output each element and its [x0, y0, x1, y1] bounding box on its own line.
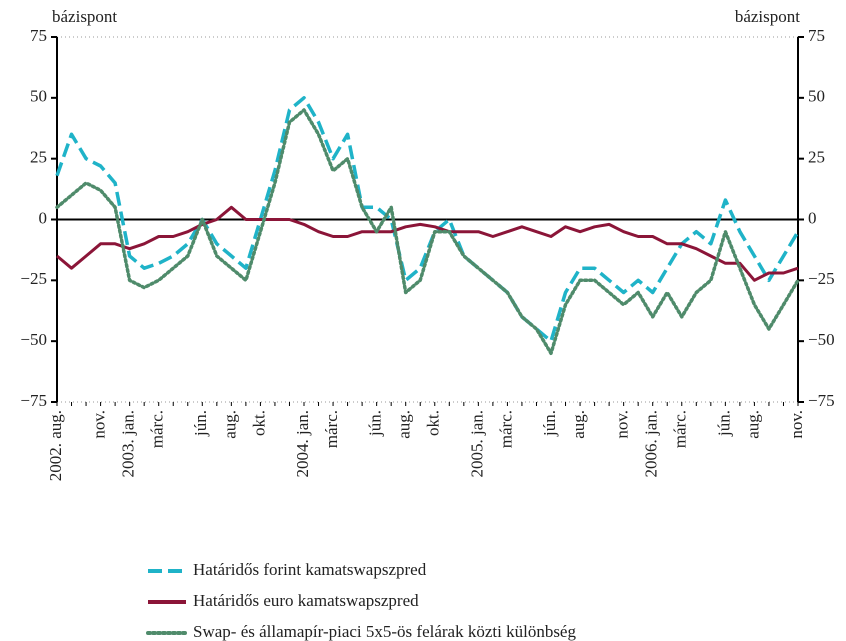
x-tick-label: 2002. aug. — [46, 410, 65, 481]
legend-label: Swap- és államapír-piaci 5x5-ös felárak … — [193, 622, 576, 641]
x-tick-label: márc. — [496, 410, 515, 448]
y-tick-label: 75 — [30, 26, 47, 45]
y-tick-label: −50 — [20, 330, 47, 349]
y2-tick-label: −25 — [808, 269, 835, 288]
x-tick-label: márc. — [322, 410, 341, 448]
x-tick-label: 2004. jan. — [293, 410, 312, 478]
x-tick-label: jún. — [540, 410, 559, 437]
x-tick-label: 2003. jan. — [119, 410, 138, 478]
x-tick-label: okt. — [249, 410, 268, 436]
x-tick-label: okt. — [424, 410, 443, 436]
legend-label: Határidős euro kamatswapszpred — [193, 591, 419, 610]
x-tick-label: aug. — [569, 410, 588, 439]
y2-tick-label: −50 — [808, 330, 835, 349]
x-tick-label: aug. — [395, 410, 414, 439]
x-tick-label: 2006. jan. — [642, 410, 661, 478]
x-tick-label: 2005. jan. — [467, 410, 486, 478]
x-tick-label: aug. — [220, 410, 239, 439]
y-tick-label: −25 — [20, 269, 47, 288]
y-tick-label: 50 — [30, 87, 47, 106]
x-tick-label: jún. — [366, 410, 385, 437]
x-tick-label: márc. — [148, 410, 167, 448]
x-tick-label: nov. — [613, 410, 632, 439]
y-tick-label: −75 — [20, 391, 47, 410]
y2-tick-label: 25 — [808, 148, 825, 167]
y2-tick-label: 75 — [808, 26, 825, 45]
y2-tick-label: −75 — [808, 391, 835, 410]
series-line — [55, 96, 800, 343]
x-tick-label: jún. — [191, 410, 210, 437]
x-tick-label: márc. — [671, 410, 690, 448]
y2-tick-label: 0 — [808, 208, 817, 227]
y2-tick-label: 50 — [808, 87, 825, 106]
y2-axis-label: bázispont — [735, 7, 800, 26]
y-tick-label: 0 — [39, 208, 48, 227]
x-tick-label: nov. — [89, 410, 108, 439]
x-tick-label: aug. — [743, 410, 762, 439]
y-axis-label: bázispont — [52, 7, 117, 26]
series-line — [56, 205, 799, 282]
legend-label: Határidős forint kamatswapszpred — [193, 560, 427, 579]
series-line — [55, 108, 800, 356]
x-tick-label: jún. — [714, 410, 733, 437]
x-tick-label: nov. — [787, 410, 806, 439]
y-tick-label: 25 — [30, 148, 47, 167]
